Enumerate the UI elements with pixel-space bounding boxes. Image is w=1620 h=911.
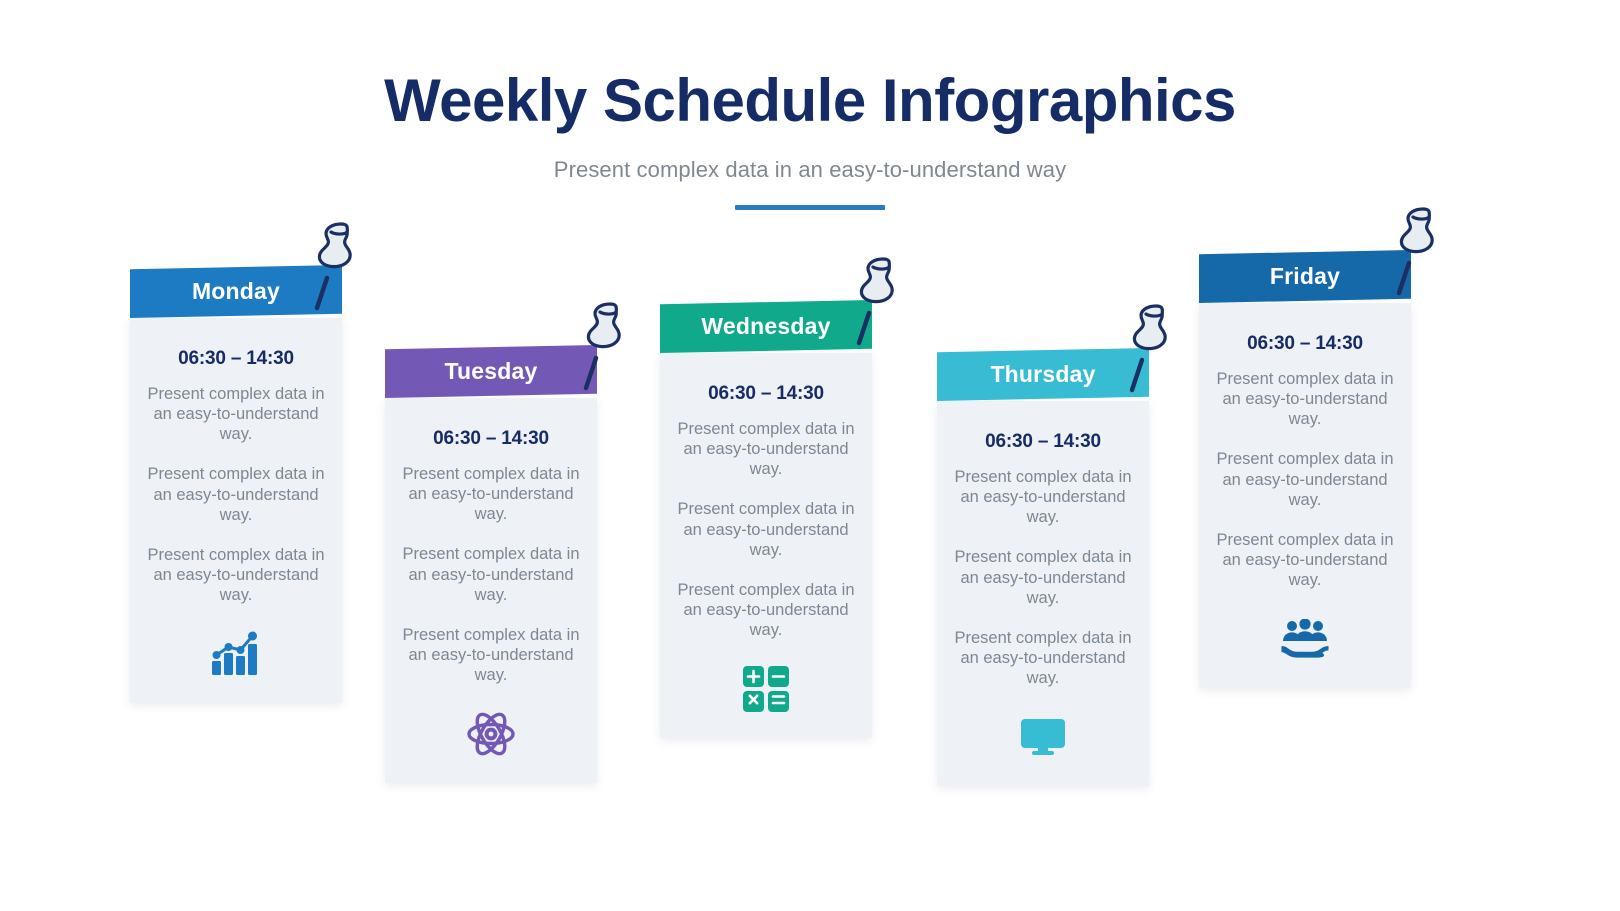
- pushpin-needle: [314, 275, 330, 311]
- card-description: Present complex data in an easy-to-under…: [1216, 530, 1394, 589]
- pushpin-monday[interactable]: [303, 218, 371, 314]
- pushpin-tuesday[interactable]: [572, 298, 640, 394]
- day-card-thursday[interactable]: Thursday 06:30 – 14:30 Present complex d…: [937, 348, 1149, 787]
- pushpin-highlight: [598, 310, 618, 316]
- pushpin-needle: [1129, 357, 1145, 393]
- card-header-banner: [1199, 250, 1411, 303]
- card-description: Present complex data in an easy-to-under…: [954, 548, 1132, 607]
- card-icon-wrapper: [1209, 600, 1401, 678]
- card-bottom-spacer: [1209, 678, 1401, 688]
- day-card-friday[interactable]: Friday 06:30 – 14:30 Present complex dat…: [1199, 250, 1411, 689]
- card-day-label: Thursday: [990, 361, 1096, 387]
- card-description: Present complex data in an easy-to-under…: [147, 545, 325, 604]
- card-body-monday: 06:30 – 14:30 Present complex data in an…: [130, 318, 342, 704]
- pushpin-friday[interactable]: [1385, 203, 1453, 299]
- card-description: Present complex data in an easy-to-under…: [147, 385, 325, 444]
- card-description: Present complex data in an easy-to-under…: [1216, 370, 1394, 429]
- card-day-label: Friday: [1269, 263, 1341, 289]
- card-description-list: Present complex data in an easy-to-under…: [1209, 355, 1401, 600]
- title-divider: [735, 205, 885, 210]
- page-subtitle: Present complex data in an easy-to-under…: [553, 157, 1067, 182]
- card-description-list: Present complex data in an easy-to-under…: [140, 370, 332, 615]
- card-header-thursday[interactable]: Thursday: [937, 348, 1149, 401]
- page-title: Weekly Schedule Infographics: [384, 67, 1236, 134]
- pushpin-needle: [1396, 260, 1412, 296]
- card-description-list: Present complex data in an easy-to-under…: [670, 405, 862, 650]
- card-description-list: Present complex data in an easy-to-under…: [947, 453, 1139, 698]
- card-description: Present complex data in an easy-to-under…: [677, 420, 855, 479]
- pushpin-body: [317, 222, 352, 269]
- card-header-friday[interactable]: Friday: [1199, 250, 1411, 303]
- day-card-monday[interactable]: Monday 06:30 – 14:30 Present complex dat…: [130, 265, 342, 704]
- card-description: Present complex data in an easy-to-under…: [954, 468, 1132, 527]
- card-icon-wrapper: [947, 698, 1139, 776]
- day-card-wednesday[interactable]: Wednesday 06:30 – 14:30 Present complex …: [660, 300, 872, 739]
- day-card-tuesday[interactable]: Tuesday 06:30 – 14:30 Present complex da…: [385, 345, 597, 784]
- card-description: Present complex data in an easy-to-under…: [402, 625, 580, 684]
- card-description: Present complex data in an easy-to-under…: [677, 580, 855, 639]
- card-header-banner: [130, 265, 342, 318]
- pushpin-highlight: [1411, 215, 1431, 221]
- card-day-label: Monday: [191, 278, 281, 304]
- card-bottom-spacer: [670, 728, 862, 738]
- card-description: Present complex data in an easy-to-under…: [402, 545, 580, 604]
- card-body-thursday: 06:30 – 14:30 Present complex data in an…: [937, 401, 1149, 787]
- card-icon-wrapper: [395, 695, 587, 773]
- card-day-label: Tuesday: [444, 358, 538, 384]
- card-bottom-spacer: [395, 773, 587, 783]
- card-time-range: 06:30 – 14:30: [985, 431, 1101, 452]
- card-day-label: Wednesday: [701, 313, 831, 339]
- pushpin-highlight: [871, 265, 891, 271]
- card-header-banner: [937, 348, 1149, 401]
- card-header-monday[interactable]: Monday: [130, 265, 342, 318]
- card-bottom-spacer: [140, 693, 332, 703]
- pushpin-body: [586, 302, 621, 349]
- card-time-range: 06:30 – 14:30: [178, 348, 294, 369]
- card-description: Present complex data in an easy-to-under…: [1216, 450, 1394, 509]
- pushpin-body: [1399, 207, 1434, 254]
- team-in-hand-icon: [1281, 619, 1329, 658]
- calculator-icon: [743, 666, 789, 713]
- card-header-banner: [385, 345, 597, 398]
- atom-icon: [467, 712, 515, 756]
- card-description: Present complex data in an easy-to-under…: [954, 628, 1132, 687]
- card-body-tuesday: 06:30 – 14:30 Present complex data in an…: [385, 398, 597, 784]
- monitor-icon: [1021, 719, 1065, 756]
- card-header-banner: [660, 300, 872, 353]
- card-time-range: 06:30 – 14:30: [433, 428, 549, 449]
- pushpin-thursday[interactable]: [1118, 300, 1186, 396]
- card-icon-wrapper: [140, 615, 332, 693]
- card-time-range: 06:30 – 14:30: [708, 383, 824, 404]
- card-icon-wrapper: [670, 650, 862, 728]
- card-description: Present complex data in an easy-to-under…: [402, 465, 580, 524]
- pushpin-wednesday[interactable]: [845, 253, 913, 349]
- card-time-range: 06:30 – 14:30: [1247, 333, 1363, 354]
- pushpin-body: [859, 257, 894, 304]
- card-body-friday: 06:30 – 14:30 Present complex data in an…: [1199, 303, 1411, 689]
- growth-bar-chart-icon: [212, 631, 257, 676]
- pushpin-body: [1132, 304, 1167, 351]
- card-header-wednesday[interactable]: Wednesday: [660, 300, 872, 353]
- card-body-wednesday: 06:30 – 14:30 Present complex data in an…: [660, 353, 872, 739]
- pushpin-highlight: [1144, 312, 1164, 318]
- card-header-tuesday[interactable]: Tuesday: [385, 345, 597, 398]
- card-description-list: Present complex data in an easy-to-under…: [395, 450, 587, 695]
- pushpin-needle: [583, 355, 599, 391]
- pushpin-highlight: [329, 230, 349, 236]
- card-description: Present complex data in an easy-to-under…: [147, 465, 325, 524]
- card-description: Present complex data in an easy-to-under…: [677, 500, 855, 559]
- card-bottom-spacer: [947, 776, 1139, 786]
- pushpin-needle: [856, 310, 872, 346]
